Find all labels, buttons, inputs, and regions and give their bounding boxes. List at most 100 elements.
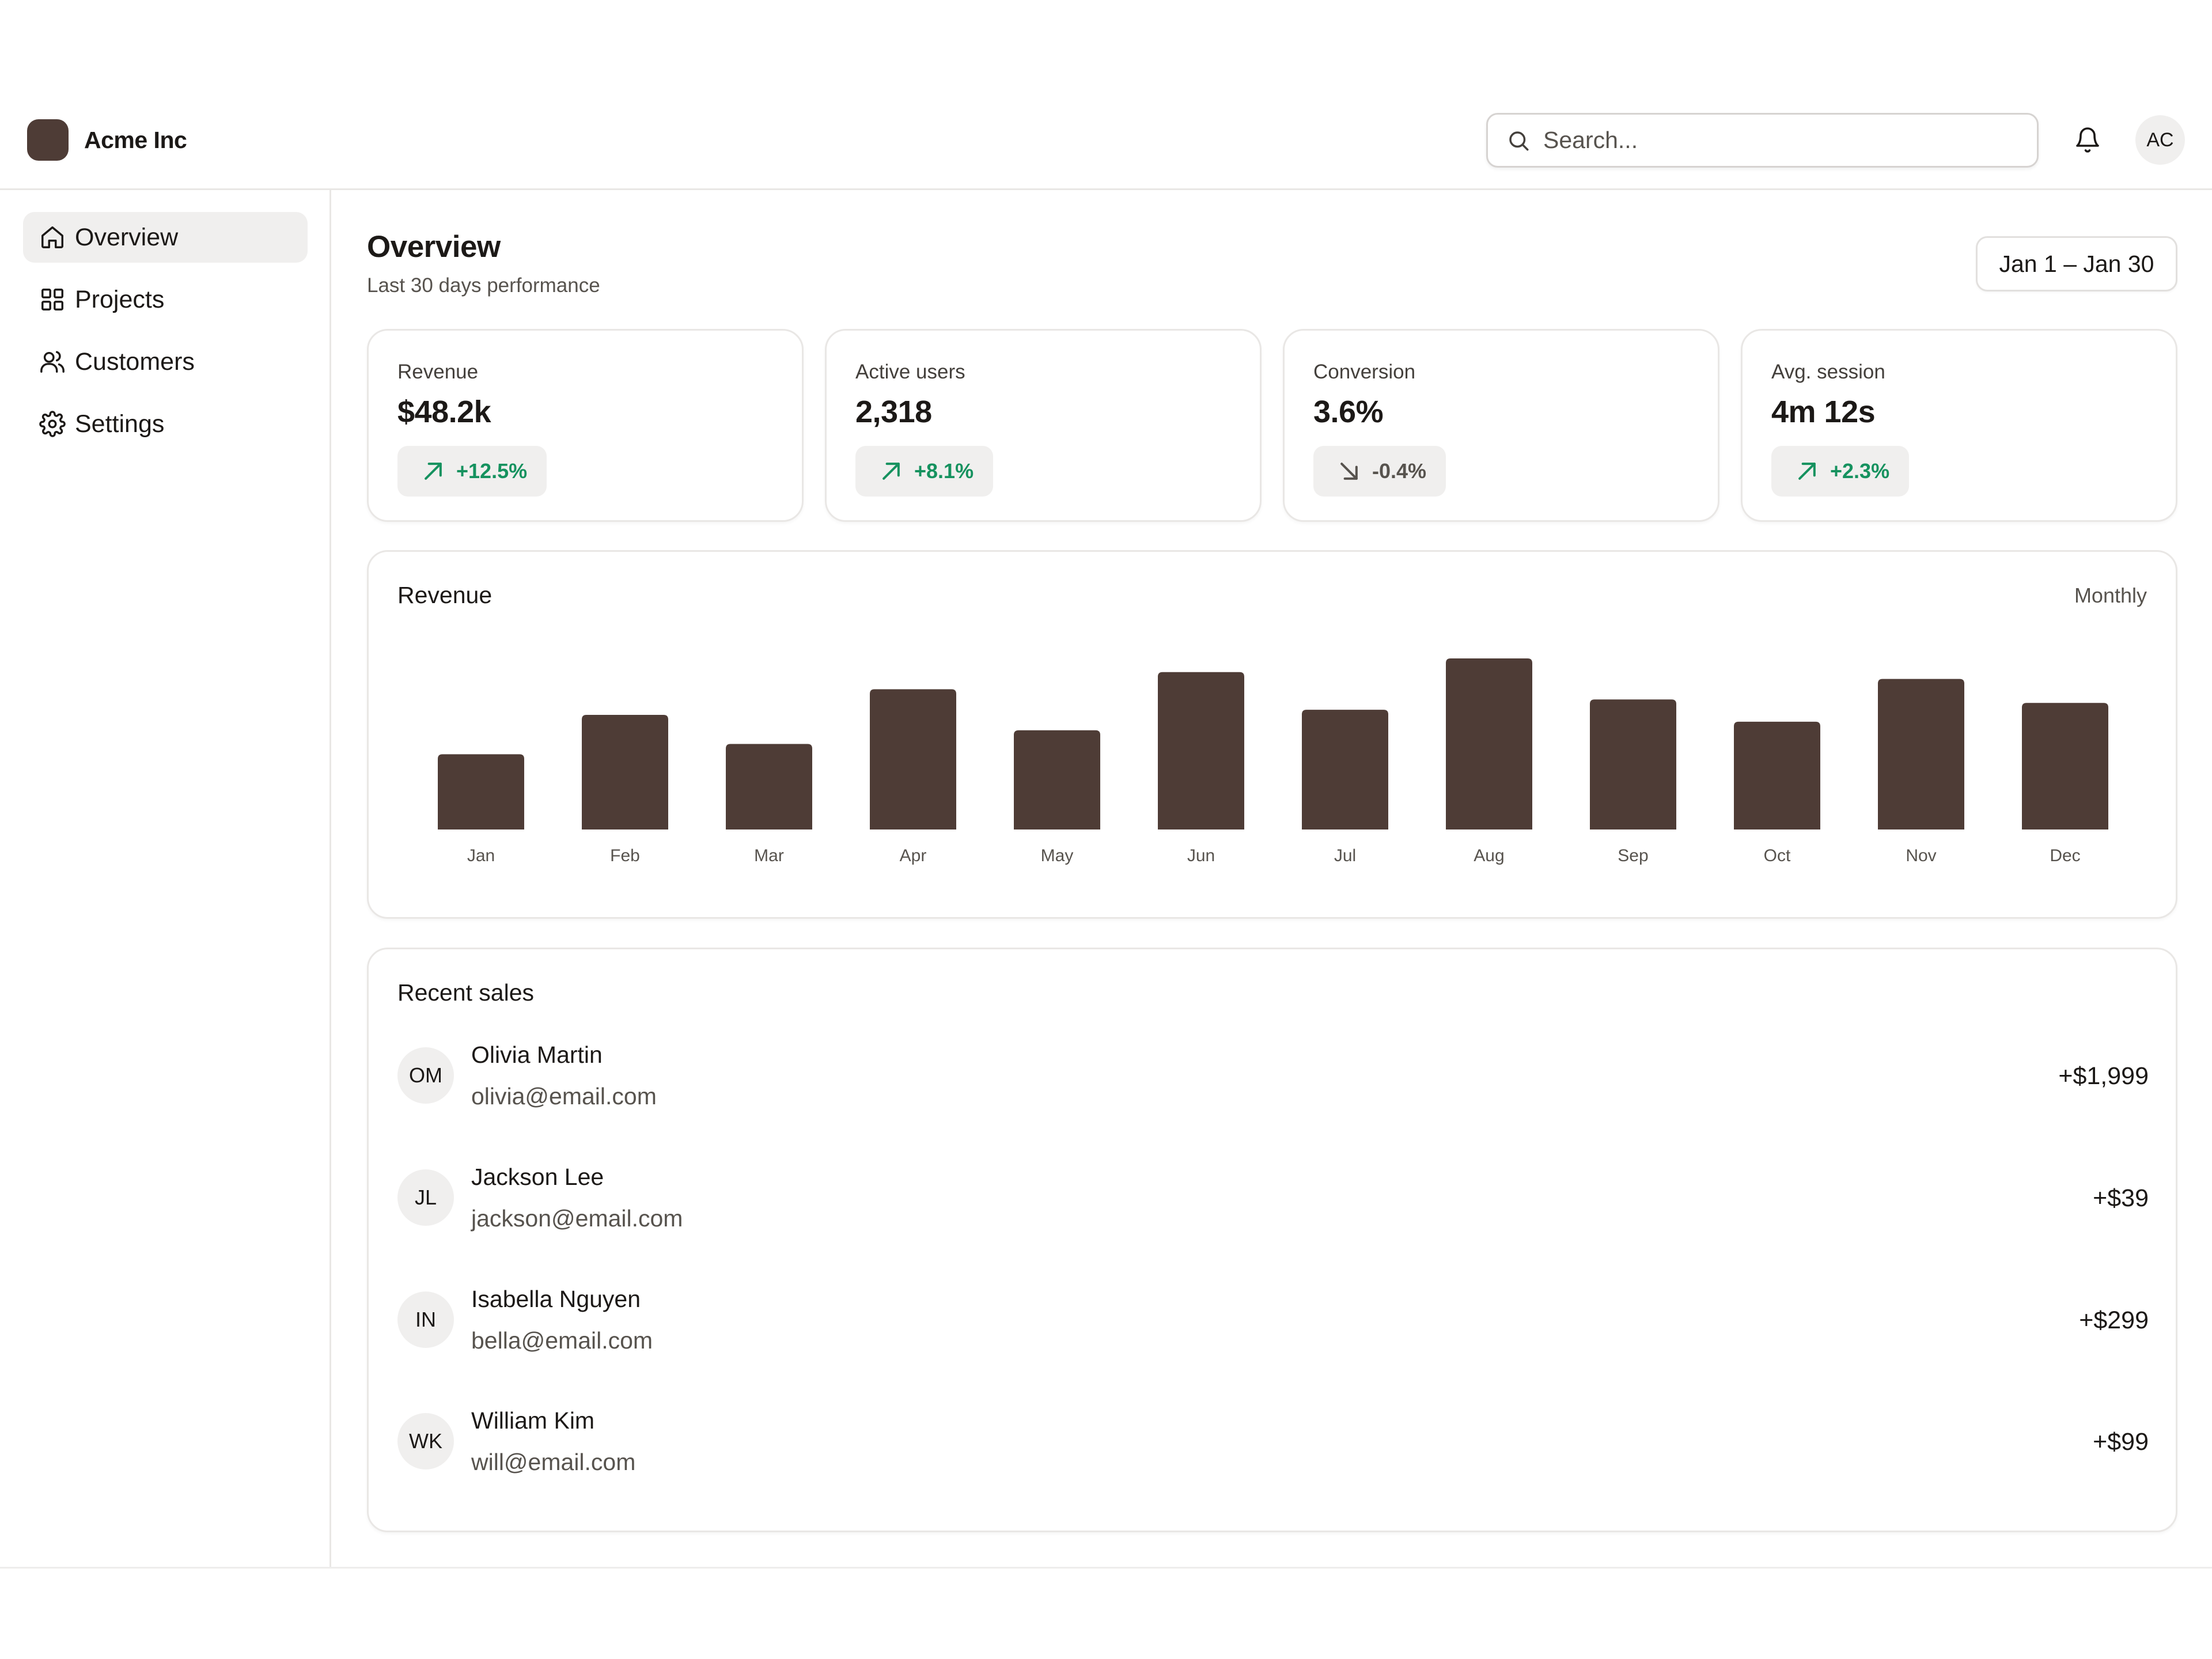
sale-amount: +$1,999 — [2058, 1062, 2149, 1090]
bar-sep[interactable] — [1590, 699, 1676, 830]
date-range-button[interactable]: Jan 1 – Jan 30 — [1976, 236, 2177, 291]
arrow-up-right-icon — [425, 463, 442, 480]
stat-label: Active users — [855, 361, 965, 383]
trend-badge: -0.4% — [1313, 446, 1446, 497]
customer-email: bella@email.com — [471, 1327, 653, 1354]
customer-name: William Kim — [471, 1407, 595, 1434]
home-icon — [41, 226, 63, 248]
x-tick-label: Aug — [1474, 846, 1504, 865]
stat-value: 4m 12s — [1771, 395, 1876, 429]
x-tick-label: Apr — [900, 846, 927, 865]
trend-value: +12.5% — [456, 459, 528, 483]
x-tick-label: Jul — [1334, 846, 1356, 865]
bar-jul[interactable] — [1302, 710, 1388, 830]
bar-apr[interactable] — [870, 689, 956, 830]
sale-amount: +$299 — [2079, 1306, 2149, 1334]
list-item[interactable]: WK William Kim will@email.com +$99 — [397, 1407, 2149, 1499]
bar-may[interactable] — [1014, 730, 1100, 830]
sidebar-item-label: Settings — [75, 410, 165, 438]
stat-value: 3.6% — [1313, 395, 1384, 429]
bar-aug[interactable] — [1446, 658, 1532, 830]
customer-name: Olivia Martin — [471, 1041, 603, 1068]
arrow-up-right-icon — [1798, 463, 1816, 480]
customer-email: will@email.com — [471, 1449, 636, 1475]
search-box[interactable] — [1486, 113, 2039, 168]
x-tick-label: Dec — [2050, 846, 2080, 865]
sidebar-item-label: Customers — [75, 347, 195, 376]
sale-amount: +$99 — [2093, 1428, 2149, 1456]
bar-feb[interactable] — [582, 715, 668, 830]
trend-badge: +2.3% — [1771, 446, 1910, 497]
x-tick-label: Sep — [1618, 846, 1648, 865]
arrow-down-right-icon — [1340, 463, 1358, 480]
arrow-up-right-icon — [882, 463, 900, 480]
page-title: Overview — [367, 230, 501, 264]
stat-value: $48.2k — [397, 395, 491, 429]
chart-period-label[interactable]: Monthly — [2074, 584, 2147, 607]
search-input[interactable] — [1543, 127, 2004, 154]
list-item[interactable]: OM Olivia Martin olivia@email.com +$1,99… — [397, 1041, 2149, 1134]
stat-label: Avg. session — [1771, 361, 1885, 383]
avatar: OM — [397, 1047, 454, 1104]
stat-card-active-users: Active users 2,318 +8.1% — [825, 329, 1262, 522]
stat-label: Revenue — [397, 361, 479, 383]
stat-value: 2,318 — [855, 395, 932, 429]
x-tick-label: May — [1041, 846, 1074, 865]
avatar: WK — [397, 1413, 454, 1469]
x-tick-label: Jun — [1187, 846, 1215, 865]
trend-badge: +12.5% — [397, 446, 547, 497]
bar-oct[interactable] — [1734, 721, 1820, 830]
sidebar-item-customers[interactable]: Customers — [23, 336, 308, 387]
x-tick-label: Jan — [467, 846, 495, 865]
bar-dec[interactable] — [2022, 703, 2108, 830]
customer-name: Jackson Lee — [471, 1164, 604, 1190]
search-icon — [1509, 131, 1529, 150]
top-header: Acme Inc AC — [0, 0, 2212, 190]
grid-icon — [41, 289, 63, 310]
revenue-bar-chart: Jan Feb Mar Apr May Jun Jul Aug Sep Oct Nov Dec — [438, 658, 2108, 865]
sidebar-item-projects[interactable]: Projects — [23, 274, 308, 325]
trend-badge: +8.1% — [855, 446, 994, 497]
user-avatar[interactable]: AC — [2135, 115, 2185, 165]
brand[interactable]: Acme Inc — [27, 119, 187, 161]
sale-amount: +$39 — [2093, 1184, 2149, 1212]
bar-mar[interactable] — [726, 744, 812, 830]
sidebar-item-label: Overview — [75, 223, 179, 251]
sidebar: Overview Projects Customers Settings — [0, 190, 331, 1568]
sidebar-item-settings[interactable]: Settings — [23, 399, 308, 449]
chart-title: Revenue — [397, 582, 493, 608]
sidebar-item-overview[interactable]: Overview — [23, 212, 308, 263]
list-item[interactable]: JL Jackson Lee jackson@email.com +$39 — [397, 1164, 2149, 1256]
footer-divider — [0, 1567, 2212, 1569]
bar-nov[interactable] — [1878, 679, 1964, 830]
bar-jun[interactable] — [1158, 672, 1244, 830]
notifications-button[interactable] — [2071, 124, 2103, 156]
bell-icon — [2075, 127, 2099, 153]
sidebar-item-label: Projects — [75, 285, 165, 313]
stat-card-conversion: Conversion 3.6% -0.4% — [1283, 329, 1719, 522]
x-tick-label: Feb — [610, 846, 640, 865]
x-tick-label: Nov — [1906, 846, 1936, 865]
customer-email: jackson@email.com — [471, 1205, 683, 1232]
recent-sales-title: Recent sales — [397, 979, 535, 1006]
page-subtitle: Last 30 days performance — [367, 274, 600, 297]
customer-name: Isabella Nguyen — [471, 1286, 641, 1312]
gear-icon — [39, 411, 66, 437]
brand-name: Acme Inc — [84, 126, 187, 153]
x-tick-label: Mar — [754, 846, 784, 865]
users-icon — [40, 351, 65, 373]
avatar: JL — [397, 1169, 454, 1226]
stat-card-avg-session: Avg. session 4m 12s +2.3% — [1741, 329, 2177, 522]
trend-value: -0.4% — [1372, 459, 1427, 483]
trend-value: +8.1% — [914, 459, 974, 483]
stat-card-revenue: Revenue $48.2k +12.5% — [367, 329, 804, 522]
x-tick-label: Oct — [1764, 846, 1791, 865]
recent-sales-card: Recent sales OM Olivia Martin olivia@ema… — [367, 948, 2177, 1532]
avatar: IN — [397, 1291, 454, 1348]
bar-jan[interactable] — [438, 754, 524, 830]
revenue-chart-card: Revenue Monthly Jan Feb Mar Apr May Jun Jul Aug… — [367, 550, 2177, 919]
list-item[interactable]: IN Isabella Nguyen bella@email.com +$299 — [397, 1286, 2149, 1378]
customer-email: olivia@email.com — [471, 1083, 657, 1109]
trend-value: +2.3% — [1830, 459, 1890, 483]
stat-label: Conversion — [1313, 361, 1416, 383]
